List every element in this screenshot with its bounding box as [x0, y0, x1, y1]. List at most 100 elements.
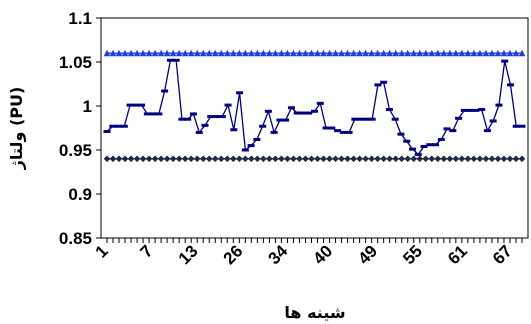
lower-limit-point [434, 155, 442, 163]
upper-limit-point [254, 49, 261, 57]
upper-limit-point [115, 49, 123, 57]
upper-limit-point [242, 49, 249, 57]
voltage-point [282, 118, 290, 122]
voltage-point [264, 109, 272, 113]
lower-limit-point [266, 155, 273, 163]
lower-limit-point [506, 155, 514, 163]
lower-limit-point [181, 155, 189, 163]
upper-limit-point [272, 49, 279, 57]
upper-limit-point [278, 49, 285, 57]
upper-limit-point [109, 49, 117, 57]
upper-limit-point [217, 49, 225, 57]
upper-limit-point [410, 49, 418, 57]
voltage-point [512, 124, 520, 128]
upper-limit-point [386, 49, 393, 57]
voltage-point [328, 126, 336, 130]
voltage-point [472, 108, 480, 112]
voltage-point [236, 91, 244, 95]
upper-limit-point [446, 49, 454, 57]
lower-limit-point [500, 155, 508, 163]
voltage-point [241, 148, 249, 152]
upper-limit-point [500, 49, 508, 57]
upper-limit-point [350, 49, 357, 57]
y-tick-label: 1 [83, 97, 92, 116]
upper-limit-point [248, 49, 255, 57]
voltage-point [357, 117, 365, 121]
voltage-point [138, 103, 146, 107]
lower-limit-point [404, 155, 412, 163]
voltage-point [385, 108, 393, 112]
lower-limit-point [109, 155, 117, 163]
upper-limit-point [518, 49, 526, 57]
voltage-point [276, 118, 284, 122]
lower-limit-point [380, 155, 387, 163]
upper-limit-point [169, 49, 177, 57]
upper-limit-point [404, 49, 412, 57]
upper-limit-point [157, 49, 165, 57]
upper-limit-point [482, 49, 490, 57]
lower-limit-point [368, 155, 375, 163]
lower-limit-point [121, 155, 129, 163]
lower-limit-point [488, 155, 496, 163]
voltage-point [195, 130, 203, 134]
voltage-point [201, 123, 209, 127]
x-tick-label: 49 [354, 241, 381, 268]
voltage-point [489, 119, 497, 123]
upper-limit-point [139, 49, 147, 57]
voltage-point [483, 129, 491, 133]
voltage-point [403, 139, 411, 143]
voltage-point [506, 83, 514, 87]
upper-limit-point [230, 49, 237, 57]
upper-limit-point [211, 49, 219, 57]
upper-limit-point [260, 49, 267, 57]
upper-limit-point [428, 49, 436, 57]
voltage-point [178, 117, 186, 121]
voltage-point [345, 130, 353, 134]
upper-limit-point [368, 49, 375, 57]
lower-limit-point [482, 155, 490, 163]
upper-limit-point [181, 49, 189, 57]
y-tick-label: 0.9 [68, 185, 92, 204]
lower-limit-point [458, 155, 466, 163]
upper-limit-series [103, 49, 526, 57]
upper-limit-point [266, 49, 273, 57]
upper-limit-point [416, 49, 424, 57]
voltage-point [501, 59, 509, 63]
voltage-point [207, 115, 215, 119]
voltage-point [109, 124, 117, 128]
upper-limit-point [506, 49, 514, 57]
upper-limit-point [163, 49, 171, 57]
lower-limit-point [290, 155, 297, 163]
voltage-point [466, 108, 474, 112]
voltage-point [132, 103, 140, 107]
voltage-point [120, 124, 128, 128]
upper-limit-point [344, 49, 351, 57]
upper-limit-point [223, 49, 231, 57]
upper-limit-point [133, 49, 141, 57]
upper-limit-point [320, 49, 327, 57]
lower-limit-point [422, 155, 430, 163]
lower-limit-point [446, 155, 454, 163]
upper-limit-point [175, 49, 183, 57]
voltage-point [270, 130, 278, 134]
y-tick-label: 0.85 [59, 229, 92, 248]
voltage-point [311, 109, 318, 113]
upper-limit-point [296, 49, 303, 57]
upper-limit-point [470, 49, 478, 57]
voltage-point [478, 108, 486, 112]
x-tick-label: 67 [489, 241, 516, 268]
upper-limit-point [458, 49, 466, 57]
voltage-point [368, 117, 376, 121]
upper-limit-point [512, 49, 520, 57]
lower-limit-point [356, 155, 363, 163]
lower-limit-point [193, 155, 201, 163]
lower-limit-point [296, 155, 303, 163]
x-tick-label: 1 [92, 241, 112, 261]
upper-limit-point [434, 49, 442, 57]
upper-limit-point [452, 49, 460, 57]
lower-limit-point [344, 155, 351, 163]
lower-limit-point [338, 155, 345, 163]
upper-limit-point [362, 49, 369, 57]
voltage-point [224, 103, 232, 107]
upper-limit-point [284, 49, 291, 57]
